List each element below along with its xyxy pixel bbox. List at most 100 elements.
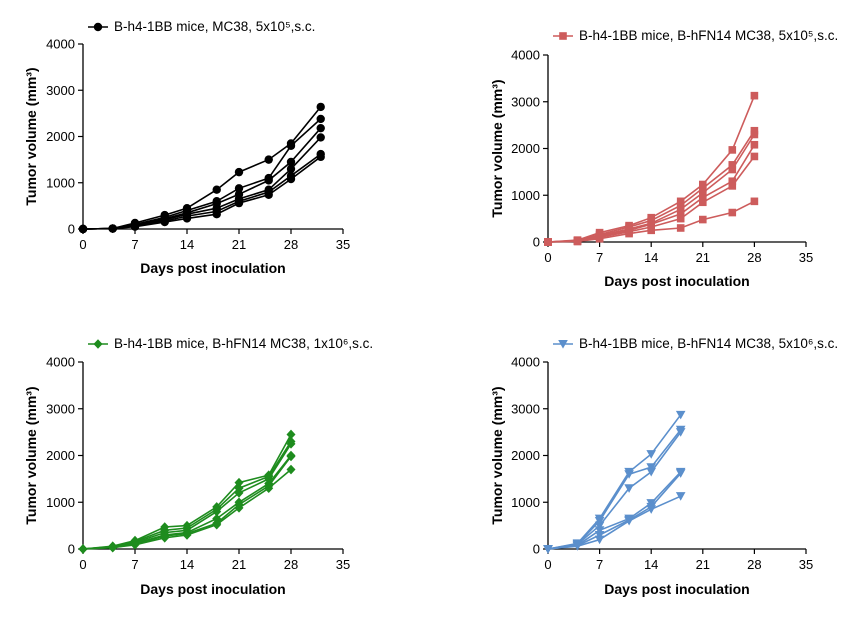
data-point <box>264 176 273 185</box>
data-point <box>286 429 296 440</box>
y-axis-label: Tumor volume (mm³) <box>489 79 505 217</box>
data-point <box>234 167 244 177</box>
x-tick-label: 14 <box>180 237 194 252</box>
data-point <box>624 484 634 493</box>
y-tick-label: 4000 <box>46 355 75 370</box>
x-tick-label: 7 <box>131 237 138 252</box>
y-tick-label: 0 <box>533 235 540 250</box>
x-tick-label: 35 <box>799 250 813 265</box>
x-tick-label: 28 <box>284 557 298 572</box>
data-point <box>728 146 737 154</box>
series-6 <box>544 197 759 246</box>
legend-label: B-h4-1BB mice, MC38, 5x10⁵,s.c. <box>114 19 315 34</box>
data-point <box>728 165 737 174</box>
data-point <box>286 164 296 174</box>
x-tick-label: 21 <box>232 237 246 252</box>
data-point <box>316 133 325 142</box>
y-tick-label: 0 <box>533 542 540 557</box>
series-4 <box>543 467 686 554</box>
data-point <box>646 450 656 459</box>
data-point <box>234 488 244 498</box>
data-point <box>676 224 685 232</box>
legend-label: B-h4-1BB mice, B-hFN14 MC38, 5x10⁵,s.c. <box>579 28 838 43</box>
data-point <box>316 152 325 162</box>
data-point <box>108 542 118 553</box>
data-point <box>286 174 296 184</box>
y-tick-label: 2000 <box>46 448 75 463</box>
y-tick-label: 1000 <box>511 188 540 203</box>
y-tick-label: 0 <box>68 222 75 237</box>
x-tick-label: 35 <box>336 557 350 572</box>
x-tick-label: 21 <box>232 557 246 572</box>
data-point <box>316 102 325 112</box>
x-tick-label: 14 <box>180 557 194 572</box>
data-point <box>182 530 192 540</box>
series-line <box>82 156 322 230</box>
data-point <box>316 114 325 124</box>
data-point <box>728 208 737 217</box>
data-point <box>594 530 605 540</box>
legend-marker <box>93 22 103 32</box>
series-6 <box>78 464 296 554</box>
x-tick-label: 35 <box>799 557 813 572</box>
data-point <box>676 197 685 206</box>
data-point <box>234 198 244 208</box>
x-tick-label: 0 <box>79 237 86 252</box>
legend: B-h4-1BB mice, MC38, 5x10⁵,s.c. <box>88 19 315 34</box>
data-point <box>646 463 656 472</box>
legend: B-h4-1BB mice, B-hFN14 MC38, 5x10⁶,s.c. <box>553 336 838 351</box>
data-point <box>728 161 737 169</box>
data-point <box>572 542 583 551</box>
series-1 <box>543 410 686 554</box>
data-point <box>234 503 244 513</box>
data-point <box>594 526 605 535</box>
data-point <box>625 229 633 238</box>
y-tick-label: 2000 <box>511 448 540 463</box>
data-point <box>647 226 655 235</box>
y-tick-label: 3000 <box>511 94 540 109</box>
series-line <box>547 495 682 550</box>
data-point <box>750 197 759 206</box>
data-point <box>286 157 296 167</box>
data-point <box>234 477 244 488</box>
x-tick-label: 14 <box>644 250 658 265</box>
data-point <box>676 214 685 223</box>
data-point <box>160 217 169 227</box>
y-axis-label: Tumor volume (mm³) <box>489 386 505 524</box>
x-tick-label: 28 <box>747 250 761 265</box>
y-tick-label: 0 <box>68 542 75 557</box>
legend: B-h4-1BB mice, B-hFN14 MC38, 5x10⁵,s.c. <box>553 28 838 43</box>
data-point <box>212 519 222 530</box>
y-axis-label: Tumor volume (mm³) <box>23 67 39 205</box>
y-tick-label: 3000 <box>46 83 75 98</box>
data-point <box>676 205 685 214</box>
chart-panel-1: 0 7 14 21 28 35 0 1000 2000 3000 4000 Days post ino… <box>23 19 350 276</box>
data-point <box>750 152 759 161</box>
data-point <box>264 190 273 199</box>
data-point <box>728 182 737 190</box>
data-point <box>78 224 88 234</box>
series-3 <box>543 428 686 554</box>
data-point <box>676 210 685 218</box>
y-tick-label: 3000 <box>511 401 540 416</box>
data-point <box>750 140 759 149</box>
data-point <box>624 516 634 526</box>
x-tick-label: 0 <box>544 557 551 572</box>
x-tick-label: 0 <box>544 250 551 265</box>
y-tick-label: 2000 <box>511 141 540 156</box>
x-tick-label: 21 <box>696 250 710 265</box>
series-line <box>82 153 322 230</box>
data-point <box>750 91 759 100</box>
data-point <box>675 492 686 501</box>
legend-marker <box>558 340 568 349</box>
data-point <box>212 210 221 219</box>
legend-label: B-h4-1BB mice, B-hFN14 MC38, 1x10⁶,s.c. <box>114 336 373 351</box>
data-point <box>624 470 634 479</box>
y-tick-label: 1000 <box>46 175 75 190</box>
x-tick-label: 7 <box>596 557 603 572</box>
data-point <box>750 130 759 139</box>
x-tick-label: 28 <box>284 237 298 252</box>
series-6 <box>78 152 325 234</box>
data-point <box>699 193 707 202</box>
data-point <box>675 469 686 478</box>
